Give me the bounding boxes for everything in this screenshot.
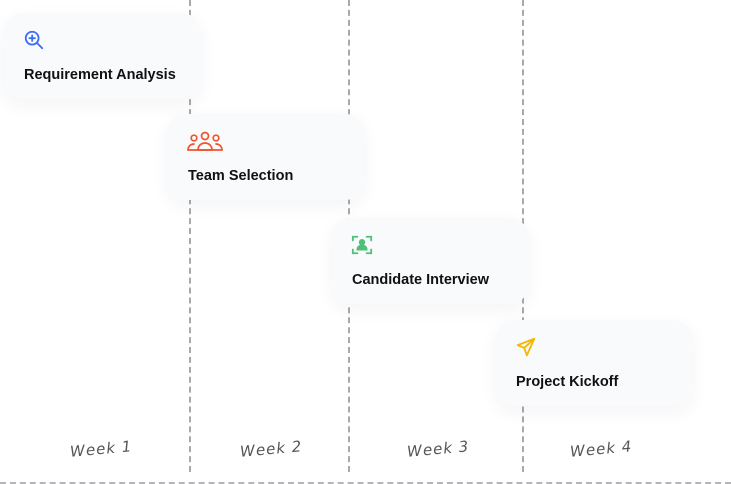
- face-scan-user-icon: [351, 235, 373, 255]
- week-label: Week 4: [569, 437, 633, 461]
- week-label: Week 3: [406, 437, 470, 461]
- send-paper-plane-icon: [516, 337, 536, 357]
- step-title: Team Selection: [188, 168, 294, 184]
- step-card-candidate-interview: Candidate Interview: [332, 218, 528, 304]
- week-label: Week 1: [69, 437, 133, 461]
- step-title: Requirement Analysis: [24, 67, 176, 83]
- team-users-icon: [187, 131, 223, 151]
- week-divider: [189, 0, 191, 472]
- step-title: Project Kickoff: [516, 374, 619, 390]
- step-card-project-kickoff: Project Kickoff: [496, 320, 692, 406]
- zoom-in-search-icon: [24, 30, 44, 50]
- step-card-team-selection: Team Selection: [168, 114, 364, 200]
- step-card-requirement-analysis: Requirement Analysis: [4, 13, 200, 99]
- step-title: Candidate Interview: [352, 272, 489, 288]
- week-label: Week 2: [239, 437, 303, 461]
- timeline-baseline: [0, 482, 731, 484]
